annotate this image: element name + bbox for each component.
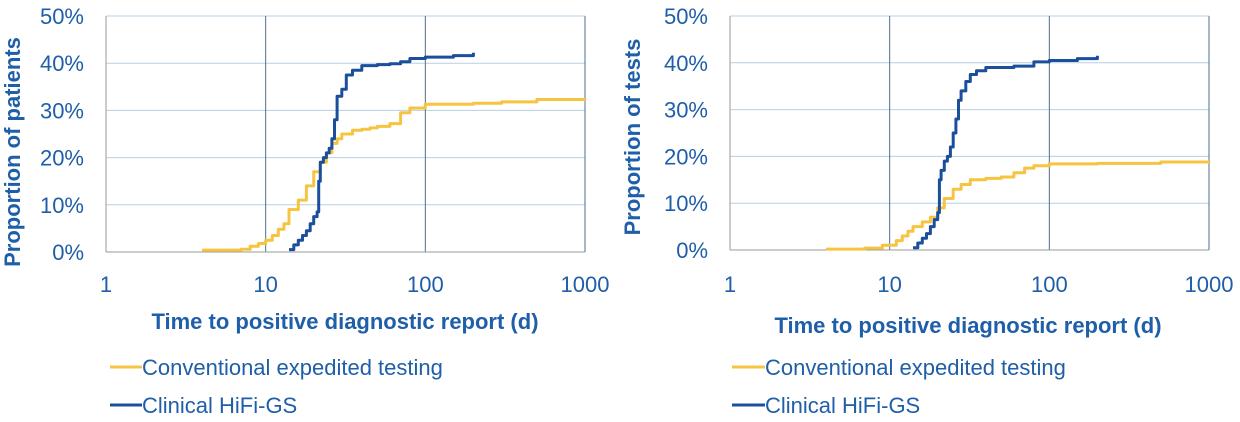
x-axis-label: Time to positive diagnostic report (d) (151, 309, 538, 334)
y-tick-label: 40% (664, 51, 708, 76)
plot-area: 0% 10% 20% 30% 40% 50% 1 10 100 1000 (664, 4, 1234, 297)
y-tick-label: 10% (40, 193, 84, 218)
y-tick-label: 0% (52, 240, 84, 265)
plot-area: 0% 10% 20% 30% 40% 50% 1 10 100 1000 (40, 4, 610, 297)
y-tick-label: 50% (664, 4, 708, 29)
x-tick-label: 100 (1031, 272, 1068, 297)
y-tick-label: 20% (40, 146, 84, 171)
legend: Conventional expedited testing Clinical … (110, 355, 443, 418)
y-tick-label: 20% (664, 144, 708, 169)
legend-label-conventional: Conventional expedited testing (765, 355, 1066, 380)
x-tick-label: 1 (100, 272, 112, 297)
y-tick-label: 40% (40, 51, 84, 76)
legend-label-hifi: Clinical HiFi-GS (142, 393, 297, 418)
series-hifi-line (913, 55, 1099, 250)
y-tick-label: 10% (664, 191, 708, 216)
y-tick-label: 30% (40, 98, 84, 123)
x-tick-label: 10 (877, 272, 901, 297)
series-conventional-line (202, 98, 587, 252)
x-tick-label: 1000 (1185, 272, 1234, 297)
x-tick-label: 1 (724, 272, 736, 297)
series-conventional-line (826, 160, 1211, 251)
y-tick-label: 0% (676, 238, 708, 263)
y-tick-label: 50% (40, 4, 84, 29)
series-hifi-line (289, 52, 475, 252)
x-tick-label: 1000 (561, 272, 610, 297)
chart-right: 0% 10% 20% 30% 40% 50% 1 10 100 1000 Proportion o… (620, 4, 1234, 418)
right-chart-panel: 0% 10% 20% 30% 40% 50% 1 10 100 1000 Proportion o… (620, 0, 1240, 422)
legend: Conventional expedited testing Clinical … (732, 355, 1066, 418)
chart-left: 0% 10% 20% 30% 40% 50% 1 10 100 1000 Proportion o… (0, 4, 610, 418)
y-tick-label: 30% (664, 98, 708, 123)
left-chart-panel: 0% 10% 20% 30% 40% 50% 1 10 100 1000 Proportion o… (0, 4, 610, 418)
x-axis-label: Time to positive diagnostic report (d) (774, 313, 1161, 338)
y-axis-label: Proportion of tests (620, 39, 645, 236)
x-tick-label: 10 (253, 272, 277, 297)
x-tick-label: 100 (407, 272, 444, 297)
y-axis-label: Proportion of patients (0, 37, 25, 267)
legend-label-conventional: Conventional expedited testing (142, 355, 443, 380)
legend-label-hifi: Clinical HiFi-GS (765, 393, 920, 418)
